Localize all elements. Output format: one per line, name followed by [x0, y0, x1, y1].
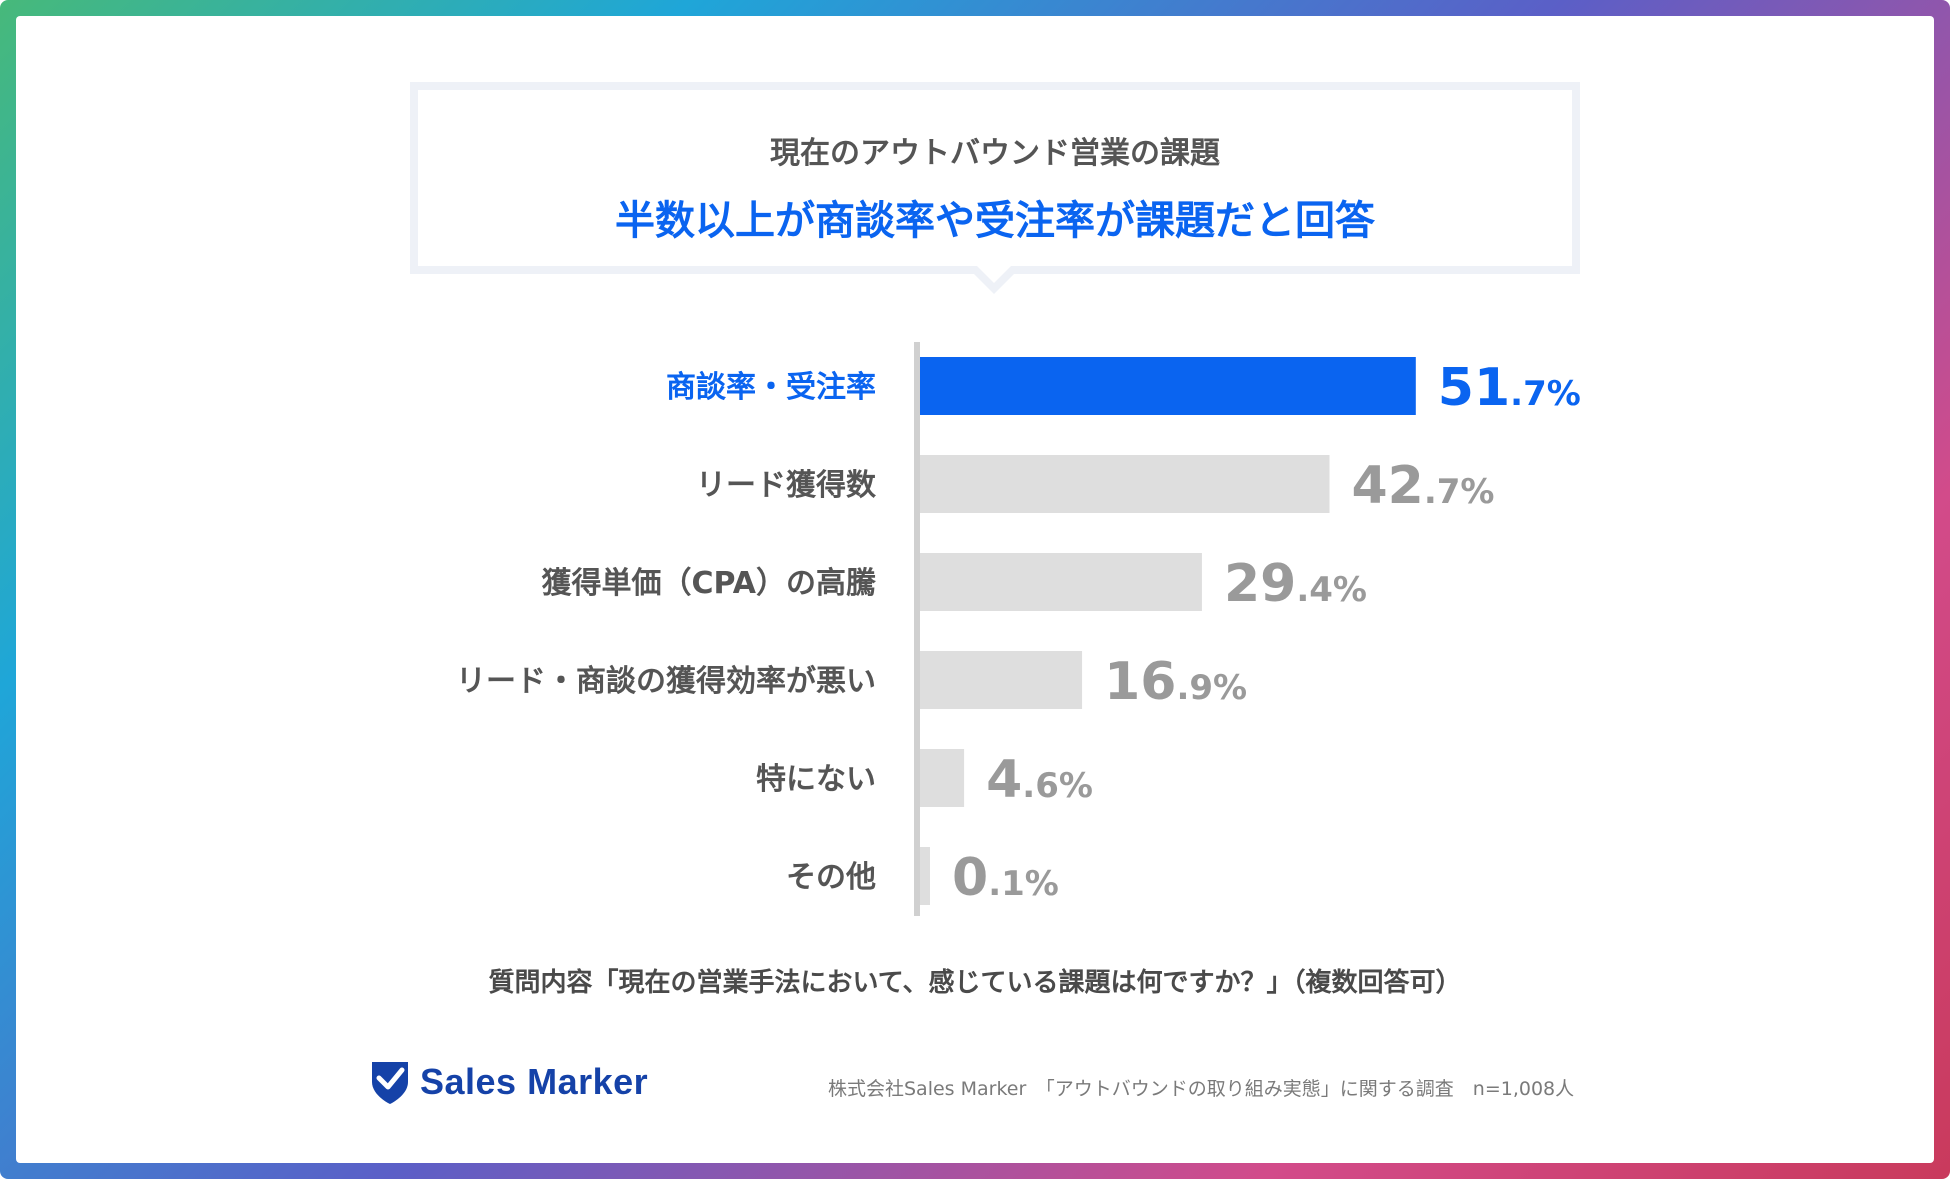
value-label: 42.7% [1351, 456, 1494, 516]
category-label: 商談率・受注率 [666, 370, 876, 405]
callout-subtitle: 現在のアウトバウンド営業の課題 [770, 136, 1220, 171]
bar [920, 847, 930, 905]
callout-tail-inner [977, 266, 1011, 283]
sales-marker-logo: Sales Marker [368, 1058, 648, 1106]
question-text: 質問内容「現在の営業手法において、感じている課題は何ですか？」（複数回答可） [488, 968, 1462, 998]
bar [920, 455, 1330, 513]
category-label: その他 [786, 860, 876, 895]
value-label: 4.6% [986, 750, 1093, 810]
bar [920, 749, 965, 807]
category-label: 特にない [756, 762, 876, 797]
value-label: 29.4% [1224, 554, 1367, 614]
logo-text: Sales Marker [420, 1061, 649, 1102]
category-label: 獲得単価（CPA）の高騰 [542, 566, 877, 601]
source-note: 株式会社Sales Marker 「アウトバウンドの取り組み実態」に関する調査 … [828, 1078, 1575, 1100]
value-label: 16.9% [1104, 652, 1247, 712]
bar [920, 357, 1416, 415]
value-label: 51.7% [1438, 358, 1581, 418]
category-label: リード獲得数 [696, 468, 877, 503]
bar [920, 651, 1083, 709]
map-pin-check-icon [372, 1062, 408, 1104]
value-label: 0.1% [952, 848, 1059, 908]
bar [920, 553, 1202, 611]
callout-headline: 半数以上が商談率や受注率が課題だと回答 [615, 198, 1375, 244]
category-label: リード・商談の獲得効率が悪い [456, 664, 876, 699]
